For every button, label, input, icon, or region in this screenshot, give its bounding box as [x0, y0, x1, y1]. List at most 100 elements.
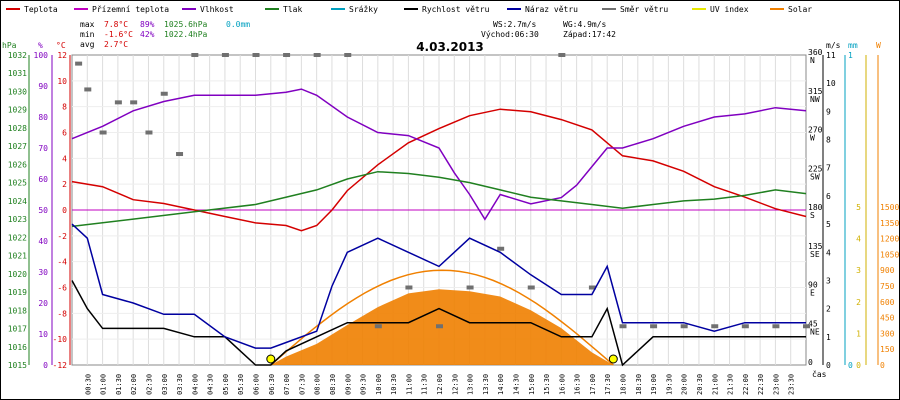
stat-min-hum: 42% [140, 30, 155, 39]
direction-tick-dir: E [810, 289, 815, 298]
direction-tick-dir: NW [810, 95, 820, 104]
temperature-tick: -12 [53, 361, 68, 370]
humidity-tick: 100 [34, 51, 49, 60]
x-tick-label: 02:30 [145, 374, 153, 395]
axes: 1032103110301029102810271026102510241023… [8, 48, 900, 370]
legend-label-9: Solar [788, 5, 812, 14]
direction-tick-deg: 90 [808, 281, 818, 290]
unit-ms: m/s [826, 41, 841, 50]
pressure-tick: 1029 [8, 106, 27, 115]
solar-tick: 1500 [880, 203, 899, 212]
x-tick-label: 05:30 [237, 374, 245, 395]
x-tick-label: 11:00 [405, 374, 413, 395]
direction-point [313, 53, 321, 57]
sunrise-time: Východ:06:30 [481, 30, 539, 39]
x-tick-label: 12:30 [451, 374, 459, 395]
wind-gust-max: WG:4.9m/s [563, 20, 607, 29]
stat-min-label: min [80, 30, 95, 39]
direction-tick-deg: 225 [808, 164, 823, 173]
x-tick-label: 21:00 [711, 374, 719, 395]
direction-point [191, 53, 199, 57]
direction-point [344, 53, 352, 57]
uv-tick: 0 [856, 361, 861, 370]
direction-tick-deg: 360 [808, 48, 823, 57]
legend-label-1: Přízemní teplota [92, 5, 169, 14]
x-tick-label: 23:00 [772, 374, 780, 395]
pressure-tick: 1018 [8, 306, 27, 315]
unit-pct: % [38, 41, 43, 50]
wind-tick: 11 [826, 51, 836, 60]
x-tick-label: 06:00 [253, 374, 261, 395]
wind-tick: 7 [826, 164, 831, 173]
pressure-tick: 1031 [8, 69, 27, 78]
stat-min-temp: -1.6°C [104, 30, 133, 39]
wind-tick: 8 [826, 136, 831, 145]
temperature-tick: -8 [57, 309, 67, 318]
direction-tick-dir: S [810, 211, 815, 220]
x-tick-label: 16:00 [558, 374, 566, 395]
x-tick-label: 18:30 [635, 374, 643, 395]
series-line-tlak [71, 170, 807, 228]
x-tick-label: 10:00 [375, 374, 383, 395]
direction-tick-deg: 270 [808, 126, 823, 135]
uv-tick: 5 [856, 203, 861, 212]
x-tick-label: 17:00 [589, 374, 597, 395]
solar-tick: 1350 [880, 219, 899, 228]
x-tick-label: 10:30 [390, 374, 398, 395]
direction-point [650, 324, 658, 329]
x-tick-label: 15:30 [543, 374, 551, 395]
x-tick-label: 04:00 [191, 374, 199, 395]
unit-mm: mm [848, 41, 858, 50]
solar-tick: 900 [880, 266, 895, 275]
pressure-tick: 1024 [8, 197, 27, 206]
direction-point [283, 53, 291, 57]
rain-tick: 0 [848, 361, 853, 370]
unit-w: W [876, 41, 881, 50]
x-tick-label: 12:00 [436, 374, 444, 395]
temperature-tick: 12 [57, 51, 67, 60]
series-line-vlhkost [71, 88, 807, 221]
solar-tick: 1050 [880, 250, 899, 259]
direction-point [114, 100, 122, 105]
uv-tick: 1 [856, 329, 861, 338]
rain-tick: 1 [848, 51, 853, 60]
sunrise-marker [266, 354, 276, 364]
pressure-tick: 1027 [8, 142, 27, 151]
humidity-tick: 60 [38, 175, 48, 184]
x-tick-label: 16:30 [574, 374, 582, 395]
solar-tick: 450 [880, 314, 895, 323]
unit-time: čas [812, 369, 827, 379]
solar-tick: 300 [880, 329, 895, 338]
pressure-tick: 1028 [8, 124, 27, 133]
humidity-tick: 0 [43, 361, 48, 370]
wind-tick: 10 [826, 79, 836, 88]
x-tick-label: 20:00 [681, 374, 689, 395]
humidity-tick: 70 [38, 144, 48, 153]
x-ticks: 00:30 01:00 01:30 02:00 02:30 03:00 03:30 04:00… [84, 374, 795, 395]
direction-point [405, 285, 413, 290]
legend-label-8: UV index [710, 5, 749, 14]
direction-tick-dir: SE [810, 250, 820, 259]
series-line-náraz-větru [71, 223, 806, 349]
solar-tick: 150 [880, 345, 895, 354]
legend-label-5: Rychlost větru [422, 5, 490, 14]
x-tick-label: 09:30 [360, 374, 368, 395]
direction-point [436, 324, 443, 329]
temperature-tick: -6 [57, 284, 67, 293]
legend-label-4: Srážky [349, 5, 378, 14]
uv-tick: 4 [856, 235, 861, 244]
direction-point [803, 324, 810, 329]
unit-hpa: hPa [2, 41, 17, 50]
direction-point [176, 152, 184, 157]
direction-point [466, 285, 474, 290]
wind-tick: 3 [826, 276, 831, 285]
direction-point [99, 130, 107, 135]
x-tick-label: 09:00 [344, 374, 352, 395]
pressure-tick: 1020 [8, 270, 27, 279]
stat-max-press: 1025.6hPa [164, 20, 208, 29]
direction-tick-dir: NE [810, 327, 820, 336]
direction-point [497, 246, 505, 251]
wind-tick: 0 [826, 361, 831, 370]
x-tick-label: 03:30 [176, 374, 184, 395]
